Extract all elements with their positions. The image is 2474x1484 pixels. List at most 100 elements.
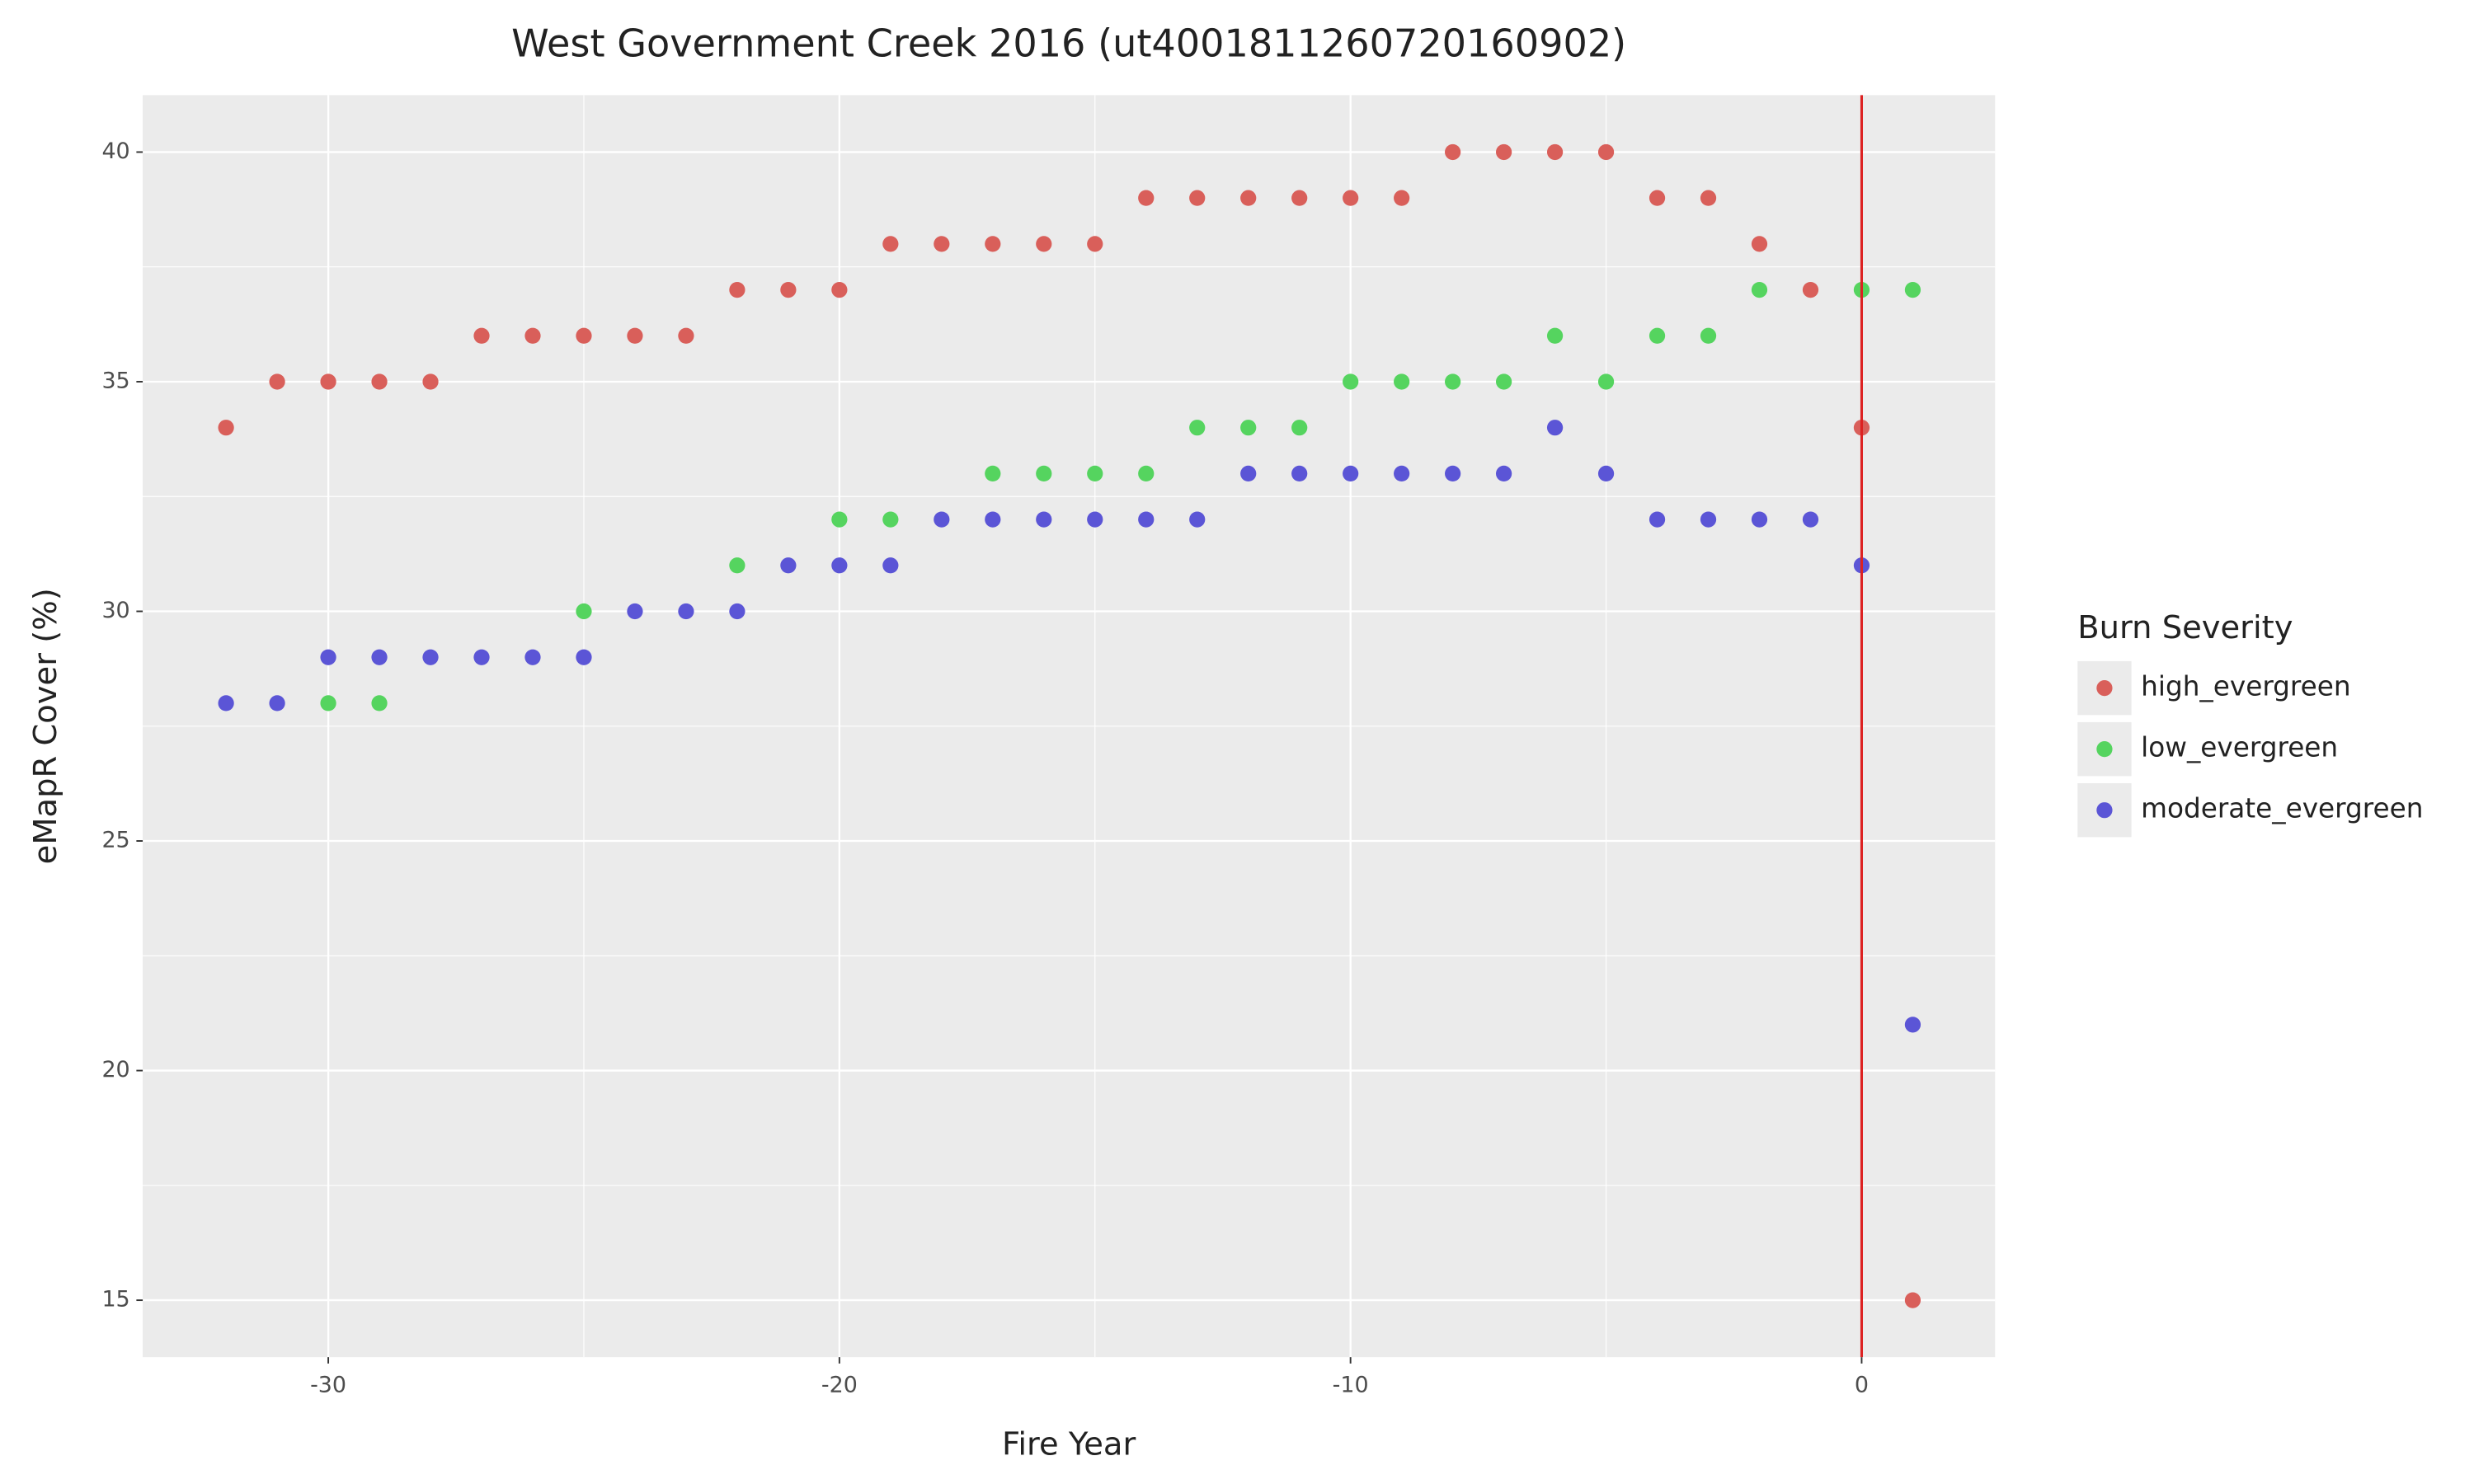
point [1036, 465, 1052, 482]
point [882, 236, 899, 252]
point [1189, 420, 1206, 436]
point [1343, 190, 1359, 206]
legend-marker [2096, 680, 2113, 697]
point [371, 695, 388, 711]
point [1546, 327, 1564, 344]
point [1240, 420, 1257, 436]
point [1036, 236, 1052, 252]
point [1546, 420, 1564, 436]
point [1904, 1292, 1921, 1308]
point [524, 327, 541, 344]
point [1138, 511, 1155, 528]
point [1189, 511, 1206, 528]
point [1495, 465, 1512, 482]
point [1904, 1017, 1921, 1033]
point [985, 236, 1001, 252]
point [1036, 511, 1052, 528]
y-tick-label: 15 [101, 1287, 129, 1313]
legend-title: Burn Severity [2077, 609, 2293, 646]
y-tick-label: 25 [101, 828, 129, 853]
point [729, 557, 745, 574]
point [1495, 143, 1512, 161]
y-tick-label: 30 [101, 598, 129, 623]
point [780, 281, 797, 298]
point [934, 511, 950, 528]
x-axis-label: Fire Year [1002, 1425, 1136, 1463]
point [1189, 190, 1206, 206]
x-tick-label: -30 [310, 1372, 346, 1397]
point [1700, 511, 1717, 528]
point [1087, 236, 1103, 252]
legend-label: high_evergreen [2141, 671, 2350, 702]
point [1138, 190, 1155, 206]
point [831, 511, 848, 528]
point [1700, 190, 1717, 206]
point [524, 649, 541, 665]
point [1597, 373, 1615, 390]
point [1240, 465, 1257, 482]
point [780, 557, 797, 574]
point [831, 557, 848, 574]
point [1802, 281, 1819, 298]
point [576, 649, 592, 665]
point [371, 649, 388, 665]
point [371, 373, 388, 390]
x-tick-label: -10 [1333, 1372, 1369, 1397]
x-tick-label: -20 [821, 1372, 858, 1397]
point [1087, 465, 1103, 482]
point [729, 603, 745, 620]
point [320, 373, 336, 390]
point [576, 603, 592, 620]
point [320, 695, 336, 711]
point [882, 511, 899, 528]
point [678, 603, 694, 620]
point [1445, 373, 1461, 390]
point [1649, 511, 1666, 528]
point [422, 373, 439, 390]
point [1087, 511, 1103, 528]
point [678, 327, 694, 344]
point [1649, 190, 1666, 206]
point [473, 327, 490, 344]
point [1802, 511, 1819, 528]
point [1394, 190, 1410, 206]
point [1700, 327, 1717, 344]
point [1291, 465, 1308, 482]
legend-label: moderate_evergreen [2141, 793, 2423, 824]
chart-title: West Government Creek 2016 (ut4001811260… [511, 21, 1626, 65]
point [985, 465, 1001, 482]
point [1751, 281, 1768, 298]
point [729, 281, 745, 298]
point [1343, 373, 1359, 390]
y-tick-label: 35 [101, 368, 129, 393]
point [1394, 465, 1410, 482]
y-tick-label: 40 [101, 139, 129, 164]
point [1751, 236, 1768, 252]
point [218, 420, 234, 436]
point [1649, 327, 1666, 344]
point [627, 603, 643, 620]
x-tick-label: 0 [1855, 1372, 1869, 1397]
point [1495, 373, 1512, 390]
point [218, 695, 234, 711]
point [269, 373, 285, 390]
point [1343, 465, 1359, 482]
point [1394, 373, 1410, 390]
point [1291, 420, 1308, 436]
point [473, 649, 490, 665]
point [1138, 465, 1155, 482]
legend-label: low_evergreen [2141, 732, 2338, 763]
point [1751, 511, 1768, 528]
point [1445, 143, 1461, 161]
point [422, 649, 439, 665]
point [831, 281, 848, 298]
point [627, 327, 643, 344]
point [269, 695, 285, 711]
point [1291, 190, 1308, 206]
legend-marker [2096, 802, 2113, 819]
point [1597, 465, 1615, 482]
point [320, 649, 336, 665]
point [882, 557, 899, 574]
point [1546, 143, 1564, 161]
